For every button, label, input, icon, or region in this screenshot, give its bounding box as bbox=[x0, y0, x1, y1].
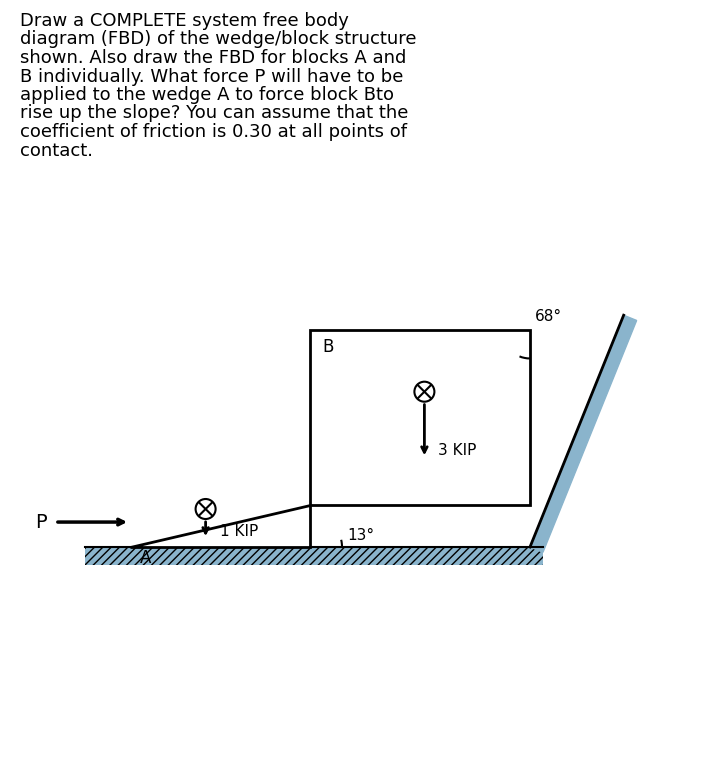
Text: diagram (FBD) of the wedge/block structure: diagram (FBD) of the wedge/block structu… bbox=[20, 31, 416, 48]
Text: B: B bbox=[322, 338, 333, 357]
Text: A: A bbox=[140, 549, 151, 567]
Bar bbox=[310, 331, 530, 505]
Text: 13°: 13° bbox=[347, 528, 374, 543]
Polygon shape bbox=[530, 315, 636, 552]
Text: applied to the wedge A to force block Bto: applied to the wedge A to force block Bt… bbox=[20, 86, 394, 104]
Text: Draw a COMPLETE system free body: Draw a COMPLETE system free body bbox=[20, 12, 349, 30]
Text: 1 KIP: 1 KIP bbox=[220, 524, 258, 538]
Text: coefficient of friction is 0.30 at all points of: coefficient of friction is 0.30 at all p… bbox=[20, 123, 407, 141]
Circle shape bbox=[415, 382, 434, 402]
Polygon shape bbox=[130, 505, 310, 547]
Text: B individually. What force P will have to be: B individually. What force P will have t… bbox=[20, 67, 403, 85]
Text: rise up the slope? You can assume that the: rise up the slope? You can assume that t… bbox=[20, 104, 408, 123]
Text: P: P bbox=[35, 512, 47, 532]
Text: 3 KIP: 3 KIP bbox=[438, 443, 477, 458]
Text: 68°: 68° bbox=[535, 309, 562, 324]
Circle shape bbox=[196, 499, 215, 519]
Text: shown. Also draw the FBD for blocks A and: shown. Also draw the FBD for blocks A an… bbox=[20, 49, 406, 67]
Text: contact.: contact. bbox=[20, 141, 93, 160]
Bar bbox=[85, 547, 543, 565]
